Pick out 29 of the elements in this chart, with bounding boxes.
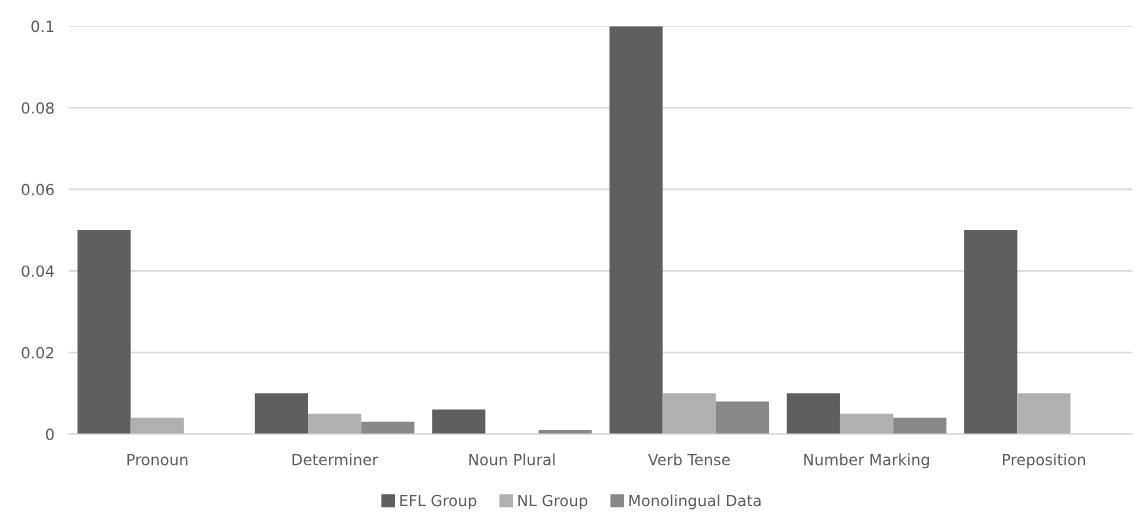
- bar: [964, 230, 1018, 435]
- y-tick-label: 0.04: [21, 265, 54, 277]
- x-tick-label: Determiner: [292, 453, 379, 466]
- legend-label: NL Group: [518, 494, 588, 510]
- bar: [361, 421, 415, 435]
- bar: [432, 409, 486, 435]
- bar: [254, 393, 309, 435]
- x-tick-label: Number Marking: [804, 453, 929, 469]
- y-tick-label: 0.06: [21, 183, 54, 196]
- y-tick-label: 0.08: [21, 102, 54, 114]
- x-tick-label: Noun Plural: [469, 453, 555, 466]
- bar: [77, 230, 131, 435]
- y-tick-label: 0.02: [21, 346, 54, 359]
- y-tick-label: 0: [46, 428, 54, 441]
- bar: [715, 401, 770, 435]
- bar: [1017, 393, 1071, 435]
- bar: [130, 417, 184, 435]
- bar: [609, 26, 663, 435]
- bar: [786, 393, 840, 435]
- bar: [893, 417, 947, 435]
- x-tick-label: Pronoun: [127, 454, 188, 466]
- legend-label: EFL Group: [400, 494, 477, 510]
- bar: [839, 413, 894, 435]
- x-tick-label: Preposition: [1003, 453, 1085, 469]
- x-tick-label: Verb Tense: [648, 453, 730, 466]
- legend-label: Monolingual Data: [629, 494, 761, 510]
- y-tick-label: 0.1: [31, 20, 54, 33]
- bar: [662, 393, 716, 435]
- bar: [308, 413, 362, 435]
